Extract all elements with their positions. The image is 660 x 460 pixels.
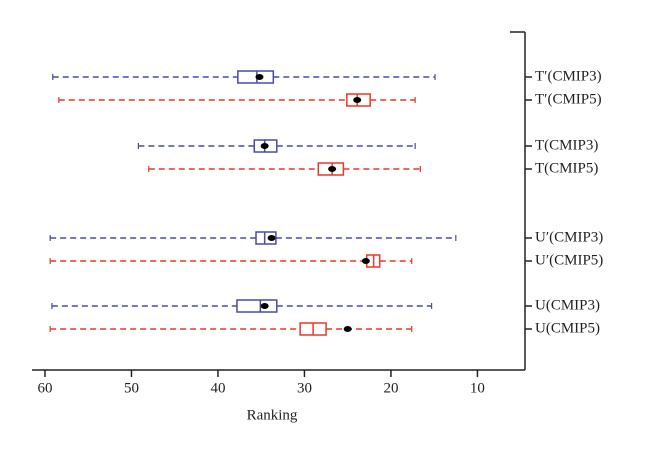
box	[255, 231, 277, 245]
mean-dot	[255, 74, 264, 80]
x-tick-label: 40	[210, 380, 225, 396]
mean-dot	[267, 235, 276, 241]
mean-dot	[361, 258, 370, 264]
x-tick-label: 60	[37, 380, 52, 396]
x-tick-label: 50	[124, 380, 139, 396]
mean-dot	[343, 326, 352, 332]
y-tick-label: T(CMIP3)	[535, 137, 598, 153]
box	[236, 299, 278, 313]
mean-dot	[353, 97, 362, 103]
mean-dot	[260, 143, 269, 149]
mean-dot	[260, 303, 269, 309]
y-tick-label: T(CMIP5)	[535, 160, 598, 176]
mean-dot	[328, 166, 337, 172]
x-tick-label: 10	[470, 380, 485, 396]
y-tick-label: T′(CMIP3)	[535, 68, 602, 84]
x-tick-label: 20	[383, 380, 398, 396]
y-tick-label: U′(CMIP5)	[535, 252, 603, 268]
y-tick-label: U(CMIP5)	[535, 320, 600, 336]
y-tick-label: U(CMIP3)	[535, 297, 600, 313]
x-tick-label: 30	[297, 380, 312, 396]
x-axis-label: Ranking	[247, 407, 298, 423]
y-tick-label: U′(CMIP3)	[535, 229, 603, 245]
y-tick-label: T′(CMIP5)	[535, 91, 602, 107]
